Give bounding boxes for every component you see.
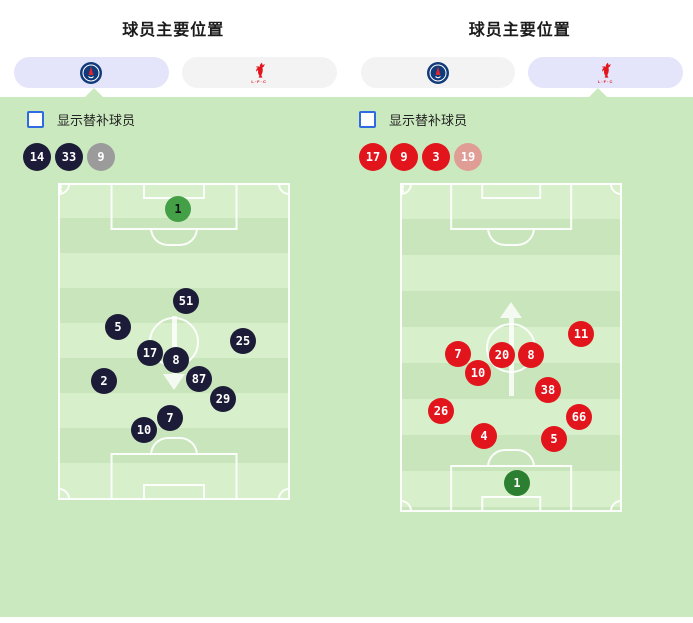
player-marker[interactable]: 38 <box>535 377 561 403</box>
player-marker[interactable]: 26 <box>428 398 454 424</box>
right-panel-header: 球员主要位置 L·F·C <box>347 0 693 97</box>
player-marker[interactable]: 10 <box>131 417 157 443</box>
team-tabs-right: L·F·C <box>360 57 683 88</box>
goal-area-bottom <box>143 484 205 500</box>
corner-arc <box>278 183 290 195</box>
tab-lfc[interactable]: L·F·C <box>528 57 683 88</box>
psg-crest-icon <box>80 61 103 84</box>
show-substitutes-label: 显示替补球员 <box>57 113 136 128</box>
player-marker[interactable]: 4 <box>471 423 497 449</box>
substitute-marker[interactable]: 33 <box>55 143 83 171</box>
player-marker[interactable]: 17 <box>137 340 163 366</box>
player-marker[interactable]: 20 <box>489 342 515 368</box>
player-marker[interactable]: 5 <box>105 314 131 340</box>
player-marker[interactable]: 7 <box>157 405 183 431</box>
goal-area-bottom <box>481 496 541 512</box>
player-marker[interactable]: 2 <box>91 368 117 394</box>
page-title: 球员主要位置 <box>468 22 571 39</box>
player-marker[interactable]: 1 <box>504 470 530 496</box>
show-substitutes-row-right: 显示替补球员 <box>359 110 467 129</box>
page-title: 球员主要位置 <box>122 22 225 39</box>
substitute-marker[interactable]: 19 <box>454 143 482 171</box>
substitute-marker[interactable]: 14 <box>23 143 51 171</box>
selected-tab-pointer <box>589 88 607 97</box>
player-marker[interactable]: 66 <box>566 404 592 430</box>
team-tabs-left: L·F·C <box>14 57 337 88</box>
corner-arc <box>278 488 290 500</box>
football-pitch-lfc <box>400 183 622 512</box>
attack-direction-arrow-head <box>500 302 522 318</box>
attack-direction-arrow <box>171 316 177 374</box>
player-marker[interactable]: 5 <box>541 426 567 452</box>
selected-tab-pointer <box>85 88 103 97</box>
tab-psg[interactable] <box>14 57 169 88</box>
show-substitutes-row-left: 显示替补球员 <box>27 110 135 129</box>
pitch-boundary <box>58 183 290 500</box>
player-marker[interactable]: 7 <box>445 341 471 367</box>
player-marker[interactable]: 10 <box>465 360 491 386</box>
corner-arc <box>610 500 622 512</box>
player-marker[interactable]: 87 <box>186 366 212 392</box>
psg-crest-icon <box>426 61 449 84</box>
player-marker[interactable]: 51 <box>173 288 199 314</box>
lfc-liverbird-icon: L·F·C <box>251 62 266 84</box>
player-marker[interactable]: 1 <box>165 196 191 222</box>
header-row: 球员主要位置 L·F·C <box>0 0 693 97</box>
show-substitutes-label: 显示替补球员 <box>389 113 468 128</box>
substitute-marker[interactable]: 17 <box>359 143 387 171</box>
tab-lfc[interactable]: L·F·C <box>181 57 337 88</box>
substitute-marker[interactable]: 3 <box>422 143 450 171</box>
tab-psg[interactable] <box>360 57 516 88</box>
goal-area-top <box>481 183 541 199</box>
pitch-boundary <box>400 183 622 512</box>
substitute-marker[interactable]: 9 <box>390 143 418 171</box>
player-marker[interactable]: 29 <box>210 386 236 412</box>
corner-arc <box>58 488 70 500</box>
attack-direction-arrow-head <box>163 374 185 390</box>
lfc-liverbird-icon: L·F·C <box>598 62 613 84</box>
player-marker[interactable]: 8 <box>163 347 189 373</box>
show-substitutes-checkbox[interactable] <box>27 111 44 128</box>
corner-arc <box>610 183 622 195</box>
show-substitutes-checkbox[interactable] <box>359 111 376 128</box>
player-marker[interactable]: 11 <box>568 321 594 347</box>
left-panel-header: 球员主要位置 L·F·C <box>0 0 347 97</box>
player-marker[interactable]: 8 <box>518 342 544 368</box>
corner-arc <box>400 500 412 512</box>
player-marker[interactable]: 25 <box>230 328 256 354</box>
substitute-marker[interactable]: 9 <box>87 143 115 171</box>
